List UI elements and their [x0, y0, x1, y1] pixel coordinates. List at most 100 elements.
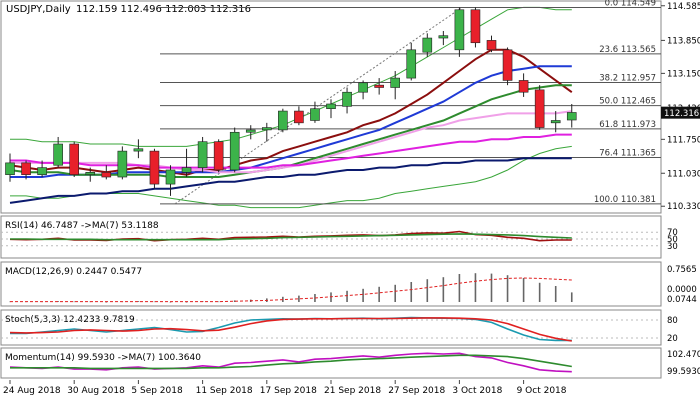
candle-body	[229, 131, 240, 171]
candle-body	[390, 77, 401, 88]
indicator-tick-label: 99.5930	[667, 367, 700, 377]
price-tick-label: 110.330	[667, 202, 700, 212]
candles	[5, 7, 577, 196]
candle-body	[422, 37, 433, 53]
macd-bar	[185, 302, 188, 303]
macd-bar	[346, 290, 348, 302]
candle-body	[342, 91, 352, 107]
candle-body	[5, 162, 15, 175]
candle-body	[37, 167, 47, 175]
indicator-tick-label: 20	[667, 334, 678, 344]
time-tick-label: 11 Sep 2018	[196, 386, 253, 396]
momentum-lines	[9, 352, 572, 373]
time-tick-label: 3 Oct 2018	[452, 386, 502, 396]
macd-bar	[298, 295, 300, 302]
macd-bar	[105, 302, 108, 303]
macd-bar	[458, 274, 461, 302]
candle-body	[197, 141, 208, 168]
indicator-tick-label: 0.7565	[667, 265, 697, 275]
price-tick-label: 113.850	[667, 36, 700, 46]
price-tick-label: 113.150	[667, 69, 700, 79]
candle-body	[213, 141, 224, 171]
candle-body	[310, 108, 320, 121]
price-tick-label: 111.030	[667, 169, 700, 179]
candle-body	[245, 129, 256, 133]
fib-label: 100.0 110.381	[594, 195, 656, 205]
candle-body	[278, 110, 288, 131]
macd-bar	[233, 300, 236, 302]
ma-line-1	[9, 48, 573, 176]
macd-panel: MACD(12,26,9) 0.2447 0.5477	[0, 261, 662, 307]
candle-body	[85, 172, 96, 175]
candle-body	[470, 9, 481, 44]
time-tick-label: 27 Sep 2018	[388, 386, 445, 396]
macd-bar	[554, 286, 557, 302]
candle-body	[486, 40, 497, 51]
macd-bar	[378, 286, 380, 302]
candle-body	[358, 82, 368, 93]
macd-bar	[538, 282, 541, 302]
macd-bar	[57, 301, 59, 302]
macd-bars	[9, 273, 573, 303]
fib-label: 0.0 114.549	[605, 0, 656, 8]
macd-bar	[506, 275, 509, 302]
candle-body	[534, 89, 545, 128]
indicator-tick-label: 102.4708	[667, 350, 700, 360]
macd-bar	[73, 301, 75, 303]
macd-bar	[394, 284, 396, 302]
stoch-lines	[1, 316, 661, 342]
candle-body	[502, 49, 513, 81]
indicator-tick-label: 0.0000	[667, 285, 697, 295]
macd-title: MACD(12,26,9) 0.2447 0.5477	[5, 267, 142, 277]
candle-body	[438, 35, 449, 39]
time-axis: 24 Aug 2018 30 Aug 2018 5 Sep 2018 11 Sep 2…	[3, 380, 567, 396]
time-tick-label: 24 Aug 2018	[3, 386, 61, 396]
indicator-tick-label: 0.0744	[667, 295, 697, 305]
price-axis: 114.585113.850113.150112.420111.750111.0…	[661, 2, 700, 212]
fib-label: 76.4 111.365	[599, 148, 656, 158]
time-tick-label: 21 Sep 2018	[324, 386, 381, 396]
fib-label: 61.8 111.973	[599, 120, 656, 130]
price-tick-label: 111.750	[667, 135, 700, 145]
indicator-tick-label: 70	[667, 228, 678, 238]
ma-line-6	[9, 157, 572, 204]
macd-bar	[410, 282, 413, 302]
candle-body	[406, 49, 417, 79]
series-line-2	[9, 317, 572, 342]
candle-body	[101, 172, 112, 178]
candle-body	[117, 150, 128, 178]
candle-body	[261, 127, 272, 131]
time-tick-label: 5 Sep 2018	[131, 386, 183, 396]
ma-line-4	[10, 110, 572, 174]
candle-body	[21, 162, 31, 175]
candle-body	[69, 143, 79, 175]
candle-body	[326, 103, 336, 110]
main-price-panel: USDJPY,Daily 112.159 112.496 112.003 112…	[0, 0, 662, 214]
macd-bar	[153, 301, 156, 303]
momentum-title: Momentum(14) 99.5930 ->MA(7) 100.3640	[5, 353, 201, 363]
series-line-2	[10, 233, 572, 241]
macd-bar	[490, 273, 493, 302]
time-tick-label: 30 Aug 2018	[67, 386, 125, 396]
ohlc-label: 112.159 112.496 112.003 112.316	[76, 4, 251, 15]
macd-bar	[474, 273, 477, 302]
candle-body	[53, 143, 63, 166]
indicator-tick-label: 50	[667, 235, 678, 245]
fib-label: 23.6 113.565	[599, 45, 656, 55]
candle-body	[566, 112, 577, 121]
rsi-lines	[1, 230, 661, 247]
candle-body	[133, 148, 144, 152]
fib-label: 38.2 112.957	[599, 73, 656, 83]
macd-bar	[426, 279, 429, 302]
candle-body	[165, 169, 176, 185]
rsi-title: RSI(14) 46.7487 ->MA(7) 53.1188	[5, 221, 159, 231]
stoch-panel: Stoch(5,3,3) 12.4233 9.7819	[0, 309, 662, 346]
macd-signal-line	[10, 277, 572, 303]
indicator-tick-label: 80	[667, 316, 678, 326]
macd-bar	[169, 302, 172, 303]
current-price-tag	[661, 106, 700, 119]
candle-body	[550, 120, 561, 124]
macd-bar	[217, 301, 220, 303]
